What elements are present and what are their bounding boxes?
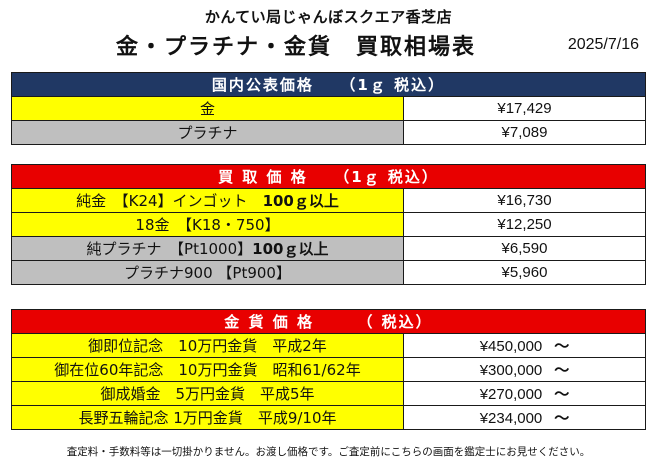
pt1000-name: 純プラチナ 【Pt1000】 bbox=[86, 240, 253, 258]
gold-coin-table: 金 貨 価 格 （ 税込） 御即位記念 10万円金貨 平成2年 ¥450,000… bbox=[11, 309, 646, 430]
coin-price-cell: ¥270,000 ～ bbox=[403, 381, 646, 406]
k24-ingot-price: ¥16,730 bbox=[403, 188, 646, 213]
pt900-price: ¥5,960 bbox=[403, 260, 646, 285]
table-header-row: 金 貨 価 格 （ 税込） bbox=[11, 309, 646, 334]
coin-label: 御成婚金 5万円金貨 平成5年 bbox=[11, 381, 404, 406]
table-row: 18金 【K18・750】 ¥12,250 bbox=[11, 212, 646, 237]
price-from-mark: ～ bbox=[554, 362, 570, 379]
gold-coin-heading: 金 貨 価 格 （ 税込） bbox=[11, 309, 646, 334]
table-row: プラチナ ¥7,089 bbox=[11, 120, 646, 145]
coin-price-cell: ¥234,000 ～ bbox=[403, 405, 646, 430]
buy-price-heading: 買 取 価 格 （1ｇ 税込） bbox=[11, 164, 646, 189]
footer-note: 査定料・手数料等は一切掛かりません。お渡し価格です。ご査定前にこちらの画面を鑑定… bbox=[66, 446, 591, 458]
price-from-mark: ～ bbox=[554, 338, 570, 355]
coin-price: ¥270,000 bbox=[479, 386, 543, 403]
pt1000-condition: 100ｇ以上 bbox=[252, 240, 329, 258]
coin-price-cell: ¥450,000 ～ bbox=[403, 333, 646, 358]
price-from-mark: ～ bbox=[554, 386, 570, 403]
coin-label: 長野五輪記念 1万円金貨 平成9/10年 bbox=[11, 405, 404, 430]
coin-price: ¥450,000 bbox=[479, 338, 543, 355]
pt1000-label: 純プラチナ 【Pt1000】100ｇ以上 bbox=[11, 236, 404, 261]
gold-price: ¥17,429 bbox=[403, 96, 646, 121]
price-from-mark: ～ bbox=[554, 410, 570, 427]
price-date: 2025/7/16 bbox=[567, 36, 639, 53]
coin-price: ¥300,000 bbox=[479, 362, 543, 379]
k24-ingot-condition: 100ｇ以上 bbox=[262, 192, 339, 210]
store-name: かんてい局じゃんぼスクエア香芝店 bbox=[204, 8, 453, 26]
table-row: プラチナ900 【Pt900】 ¥5,960 bbox=[11, 260, 646, 285]
table-row: 御即位記念 10万円金貨 平成2年 ¥450,000 ～ bbox=[11, 333, 646, 358]
k18-label: 18金 【K18・750】 bbox=[11, 212, 404, 237]
coin-label: 御即位記念 10万円金貨 平成2年 bbox=[11, 333, 404, 358]
pt1000-price: ¥6,590 bbox=[403, 236, 646, 261]
k24-ingot-name: 純金 【K24】インゴット bbox=[76, 192, 263, 210]
page-title: 金・プラチナ・金貨 買取相場表 bbox=[116, 35, 477, 60]
table-row: 御在位60年記念 10万円金貨 昭和61/62年 ¥300,000 ～ bbox=[11, 357, 646, 382]
coin-label: 御在位60年記念 10万円金貨 昭和61/62年 bbox=[11, 357, 404, 382]
table-header-row: 買 取 価 格 （1ｇ 税込） bbox=[11, 164, 646, 189]
table-header-row: 国内公表価格 （1ｇ 税込） bbox=[11, 72, 646, 97]
platinum-label: プラチナ bbox=[11, 120, 404, 145]
domestic-price-heading: 国内公表価格 （1ｇ 税込） bbox=[11, 72, 646, 97]
platinum-price: ¥7,089 bbox=[403, 120, 646, 145]
k18-price: ¥12,250 bbox=[403, 212, 646, 237]
pt900-label: プラチナ900 【Pt900】 bbox=[11, 260, 404, 285]
k24-ingot-label: 純金 【K24】インゴット 100ｇ以上 bbox=[11, 188, 404, 213]
buy-price-table: 買 取 価 格 （1ｇ 税込） 純金 【K24】インゴット 100ｇ以上 ¥16… bbox=[11, 164, 646, 285]
table-row: 長野五輪記念 1万円金貨 平成9/10年 ¥234,000 ～ bbox=[11, 405, 646, 430]
table-row: 御成婚金 5万円金貨 平成5年 ¥270,000 ～ bbox=[11, 381, 646, 406]
table-row: 純金 【K24】インゴット 100ｇ以上 ¥16,730 bbox=[11, 188, 646, 213]
gold-label: 金 bbox=[11, 96, 404, 121]
table-row: 金 ¥17,429 bbox=[11, 96, 646, 121]
domestic-price-table: 国内公表価格 （1ｇ 税込） 金 ¥17,429 プラチナ ¥7,089 bbox=[11, 72, 646, 145]
coin-price-cell: ¥300,000 ～ bbox=[403, 357, 646, 382]
table-row: 純プラチナ 【Pt1000】100ｇ以上 ¥6,590 bbox=[11, 236, 646, 261]
coin-price: ¥234,000 bbox=[479, 410, 543, 427]
